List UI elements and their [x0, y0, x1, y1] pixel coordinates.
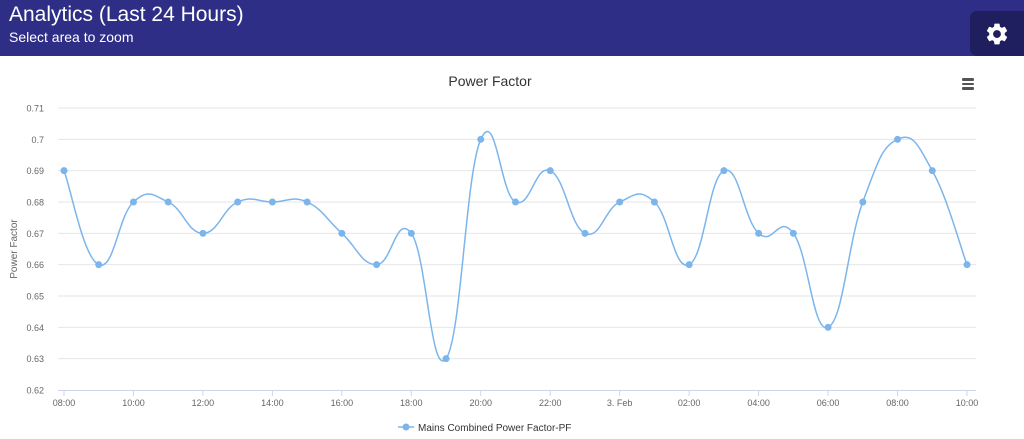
data-point[interactable] — [338, 229, 346, 237]
chart-menu-button[interactable] — [958, 76, 978, 92]
data-point[interactable] — [442, 355, 450, 363]
y-tick-label: 0.65 — [26, 292, 44, 302]
legend-item-label[interactable]: Mains Combined Power Factor-PF — [418, 423, 571, 434]
data-point[interactable] — [407, 229, 415, 237]
hamburger-menu-icon — [962, 78, 974, 81]
x-tick-label: 16:00 — [331, 398, 354, 408]
page-subtitle: Select area to zoom — [9, 29, 134, 45]
data-point[interactable] — [894, 135, 902, 143]
y-tick-label: 0.68 — [26, 198, 44, 208]
y-tick-label: 0.69 — [26, 166, 44, 176]
data-point[interactable] — [164, 198, 172, 206]
x-tick-label: 04:00 — [747, 398, 770, 408]
gear-icon — [986, 23, 1008, 44]
series-group — [60, 130, 971, 363]
data-point[interactable] — [268, 198, 276, 206]
data-point[interactable] — [755, 229, 763, 237]
x-tick-label: 3. Feb — [607, 398, 633, 408]
x-tick-label: 20:00 — [470, 398, 493, 408]
x-tick-label: 06:00 — [817, 398, 840, 408]
data-point[interactable] — [824, 323, 832, 331]
y-axis: 0.62 0.63 0.64 0.65 0.66 0.67 0.68 0.69 0.7 0.71 — [26, 104, 44, 396]
hamburger-menu-icon-bar — [962, 82, 974, 85]
data-point[interactable] — [789, 229, 797, 237]
page-title: Analytics (Last 24 Hours) — [9, 3, 244, 26]
data-point[interactable] — [720, 167, 728, 175]
data-point[interactable] — [512, 198, 519, 206]
app-header: Analytics (Last 24 Hours) Select area to… — [0, 0, 1024, 56]
y-tick-label: 0.62 — [26, 386, 44, 396]
y-tick-label: 0.63 — [26, 354, 44, 364]
y-tick-label: 0.7 — [31, 135, 44, 145]
y-tick-label: 0.64 — [26, 323, 44, 333]
settings-button[interactable] — [970, 11, 1024, 56]
data-point[interactable] — [199, 229, 207, 237]
series-line — [63, 130, 968, 362]
x-tick-label: 12:00 — [192, 398, 215, 408]
data-point[interactable] — [95, 261, 103, 269]
y-axis-label: Power Factor — [9, 219, 20, 279]
x-tick-label: 10:00 — [122, 398, 145, 408]
data-point[interactable] — [685, 261, 693, 269]
chart-title: Power Factor — [448, 73, 532, 89]
x-tick-label: 08:00 — [53, 398, 76, 408]
data-point[interactable] — [373, 261, 381, 269]
data-point[interactable] — [963, 261, 971, 269]
y-tick-label: 0.71 — [26, 104, 44, 114]
x-tick-label: 14:00 — [261, 398, 284, 408]
data-point[interactable] — [546, 167, 554, 175]
x-tick-label: 02:00 — [678, 398, 701, 408]
data-point[interactable] — [303, 198, 311, 206]
data-point[interactable] — [60, 167, 68, 175]
hamburger-menu-icon-bar — [962, 87, 974, 90]
data-point[interactable] — [616, 198, 624, 206]
data-point[interactable] — [129, 198, 137, 206]
data-point[interactable] — [581, 229, 589, 237]
x-tick-label: 22:00 — [539, 398, 562, 408]
x-tick-label: 10:00 — [956, 398, 979, 408]
y-tick-label: 0.67 — [26, 229, 44, 239]
data-point[interactable] — [859, 198, 867, 206]
data-point[interactable] — [650, 198, 658, 206]
x-tick-label: 08:00 — [886, 398, 909, 408]
data-point[interactable] — [928, 167, 936, 175]
grid-lines — [58, 107, 976, 360]
legend-symbol-marker — [402, 423, 410, 431]
x-axis: 08:00 10:00 12:00 14:00 16:00 18:00 20:00 22:00… — [53, 390, 979, 408]
data-point[interactable] — [234, 198, 242, 206]
x-tick-label: 18:00 — [400, 398, 423, 408]
data-point[interactable] — [477, 135, 485, 143]
y-tick-label: 0.66 — [26, 260, 44, 270]
chart-container[interactable] — [0, 56, 1024, 439]
legend[interactable]: Mains Combined Power Factor-PF — [398, 423, 571, 434]
